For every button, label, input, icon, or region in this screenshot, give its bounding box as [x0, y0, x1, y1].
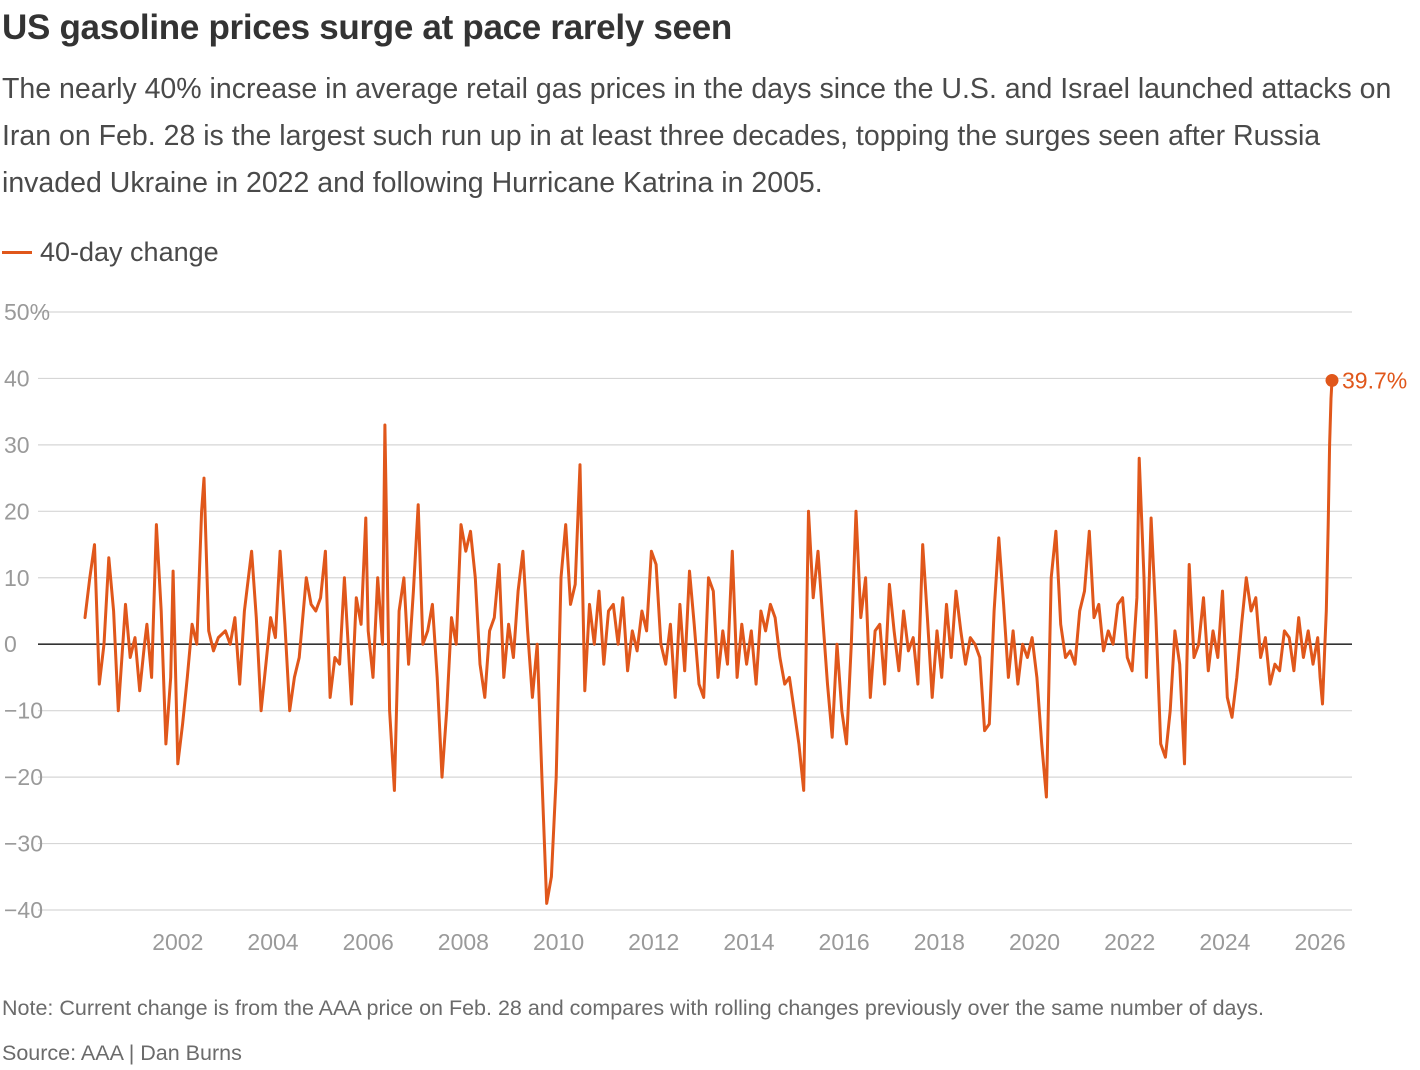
- x-tick-label: 2016: [819, 929, 870, 955]
- latest-value-label: 39.7%: [1342, 367, 1407, 393]
- series-line-40-day-change: [83, 378, 1334, 905]
- x-tick-label: 2004: [247, 929, 298, 955]
- y-axis-tick-labels: 50% 40 30 20 10 0 −10 −20 −30 −40: [4, 299, 50, 923]
- y-tick-label: 30: [4, 432, 30, 458]
- x-tick-label: 2018: [914, 929, 965, 955]
- x-tick-label: 2024: [1199, 929, 1250, 955]
- x-tick-label: 2022: [1104, 929, 1155, 955]
- x-tick-label: 2012: [628, 929, 679, 955]
- x-tick-label: 2002: [152, 929, 203, 955]
- legend-label: 40-day change: [40, 236, 219, 267]
- chart-title: US gasoline prices surge at pace rarely …: [2, 8, 732, 47]
- y-tick-label: −40: [4, 897, 43, 923]
- chart-source: Source: AAA | Dan Burns: [2, 1041, 242, 1065]
- y-tick-label: 0: [4, 631, 17, 657]
- y-tick-label: 20: [4, 498, 30, 524]
- y-tick-label: 40: [4, 365, 30, 391]
- latest-point-marker: [1325, 373, 1339, 387]
- x-tick-label: 2026: [1295, 929, 1346, 955]
- legend: 40-day change: [2, 234, 219, 270]
- legend-swatch: [2, 250, 32, 254]
- y-tick-label: 10: [4, 565, 30, 591]
- x-tick-label: 2010: [533, 929, 584, 955]
- chart-note: Note: Current change is from the AAA pri…: [2, 996, 1264, 1020]
- chart-subtitle: The nearly 40% increase in average retai…: [2, 73, 1392, 199]
- y-tick-label: −20: [4, 764, 43, 790]
- x-axis-tick-labels: 2002 2004 2006 2008 2010 2012 2014 2016 2018 2020…: [152, 929, 1345, 955]
- y-tick-label: −30: [4, 831, 43, 857]
- x-tick-label: 2008: [438, 929, 489, 955]
- series-layer: 39.7%: [83, 367, 1407, 905]
- x-tick-label: 2020: [1009, 929, 1060, 955]
- y-tick-label: −10: [4, 698, 43, 724]
- y-tick-label: 50%: [4, 299, 50, 325]
- x-tick-label: 2014: [723, 929, 774, 955]
- x-tick-label: 2006: [343, 929, 394, 955]
